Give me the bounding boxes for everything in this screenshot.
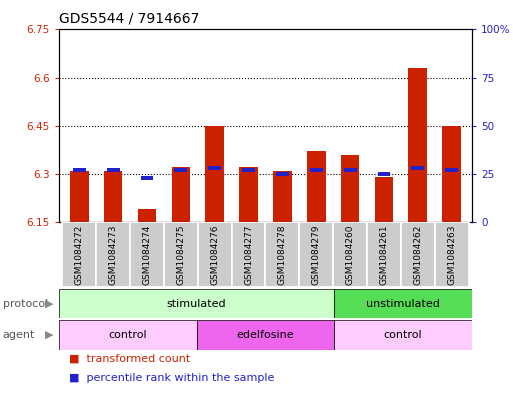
Bar — [341, 155, 360, 222]
Text: GSM1084261: GSM1084261 — [380, 225, 388, 285]
Bar — [130, 222, 164, 287]
Bar — [107, 168, 120, 172]
Bar — [344, 168, 357, 172]
Text: protocol: protocol — [3, 299, 48, 309]
Bar — [374, 177, 393, 222]
Bar — [411, 166, 424, 170]
Text: control: control — [109, 330, 147, 340]
Text: ■  transformed count: ■ transformed count — [69, 354, 190, 364]
Text: GSM1084273: GSM1084273 — [109, 225, 117, 285]
Text: GSM1084277: GSM1084277 — [244, 225, 253, 285]
Bar — [435, 222, 468, 287]
Bar — [164, 222, 198, 287]
Text: stimulated: stimulated — [167, 299, 226, 309]
Bar — [70, 171, 89, 222]
Text: GSM1084276: GSM1084276 — [210, 225, 219, 285]
Bar — [310, 168, 323, 172]
Bar — [196, 320, 334, 350]
Text: unstimulated: unstimulated — [366, 299, 440, 309]
Bar — [239, 167, 258, 222]
Text: edelfosine: edelfosine — [236, 330, 294, 340]
Bar — [198, 222, 232, 287]
Bar — [232, 222, 266, 287]
Text: ▶: ▶ — [45, 330, 54, 340]
Bar — [174, 168, 187, 172]
Bar — [367, 222, 401, 287]
Bar — [299, 222, 333, 287]
Text: GSM1084274: GSM1084274 — [143, 225, 151, 285]
Bar — [73, 168, 86, 172]
Text: GSM1084279: GSM1084279 — [312, 225, 321, 285]
Bar — [276, 172, 289, 176]
Bar — [401, 222, 435, 287]
Bar — [141, 176, 153, 180]
Text: GSM1084263: GSM1084263 — [447, 225, 456, 285]
Bar — [171, 167, 190, 222]
Bar — [378, 172, 390, 176]
Bar — [104, 171, 123, 222]
Text: ▶: ▶ — [45, 299, 54, 309]
Text: GSM1084272: GSM1084272 — [75, 225, 84, 285]
Bar — [266, 222, 299, 287]
Bar — [408, 68, 427, 222]
Text: agent: agent — [3, 330, 35, 340]
Bar — [334, 289, 472, 318]
Bar — [273, 171, 292, 222]
Text: GSM1084275: GSM1084275 — [176, 225, 185, 285]
Bar — [333, 222, 367, 287]
Text: GSM1084260: GSM1084260 — [346, 225, 354, 285]
Text: control: control — [384, 330, 422, 340]
Text: GSM1084262: GSM1084262 — [413, 225, 422, 285]
Bar — [445, 168, 458, 172]
Bar — [205, 126, 224, 222]
Bar — [208, 166, 221, 170]
Bar — [137, 209, 156, 222]
Bar — [242, 168, 255, 172]
Text: ■  percentile rank within the sample: ■ percentile rank within the sample — [69, 373, 274, 382]
Bar — [442, 126, 461, 222]
Bar — [307, 151, 326, 222]
Bar — [63, 222, 96, 287]
Bar — [59, 320, 196, 350]
Text: GSM1084278: GSM1084278 — [278, 225, 287, 285]
Bar — [334, 320, 472, 350]
Text: GDS5544 / 7914667: GDS5544 / 7914667 — [59, 11, 200, 26]
Bar — [59, 289, 334, 318]
Bar — [96, 222, 130, 287]
